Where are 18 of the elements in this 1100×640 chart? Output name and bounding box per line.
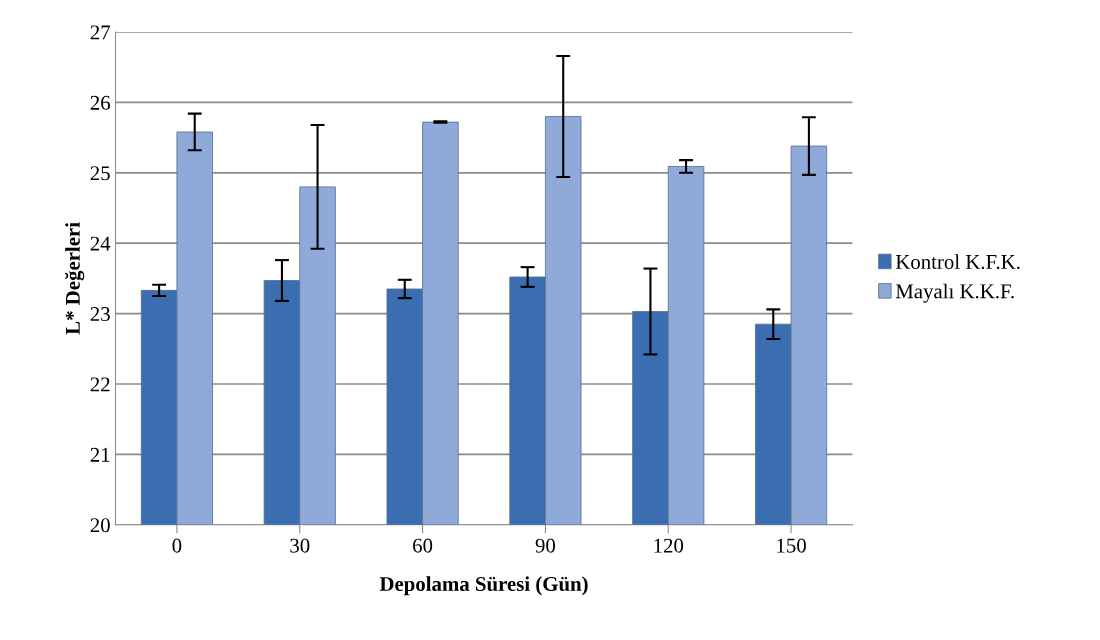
legend-label: Mayalı K.K.F. [895, 283, 1014, 303]
y-tick-label: 27 [90, 25, 111, 40]
y-tick-label: 25 [90, 166, 110, 181]
y-axis-title: L* Değerleri [64, 222, 85, 335]
x-axis-title: Depolama Süresi (Gün) [379, 576, 588, 596]
x-tick-label: 30 [290, 538, 310, 553]
x-tick-label: 150 [777, 538, 806, 553]
y-tick-label: 23 [90, 307, 110, 322]
y-tick-label: 26 [90, 95, 111, 110]
y-tick-label: 20 [90, 518, 110, 533]
y-tick-label: 24 [90, 236, 111, 251]
x-tick-label: 0 [172, 538, 182, 553]
legend-label: Kontrol K.F.K. [895, 254, 1020, 270]
x-tick-label: 120 [654, 538, 684, 553]
y-tick-label: 22 [90, 377, 110, 392]
x-tick-label: 60 [413, 538, 433, 553]
x-tick-label: 90 [535, 538, 556, 553]
y-tick-label: 21 [90, 447, 110, 462]
